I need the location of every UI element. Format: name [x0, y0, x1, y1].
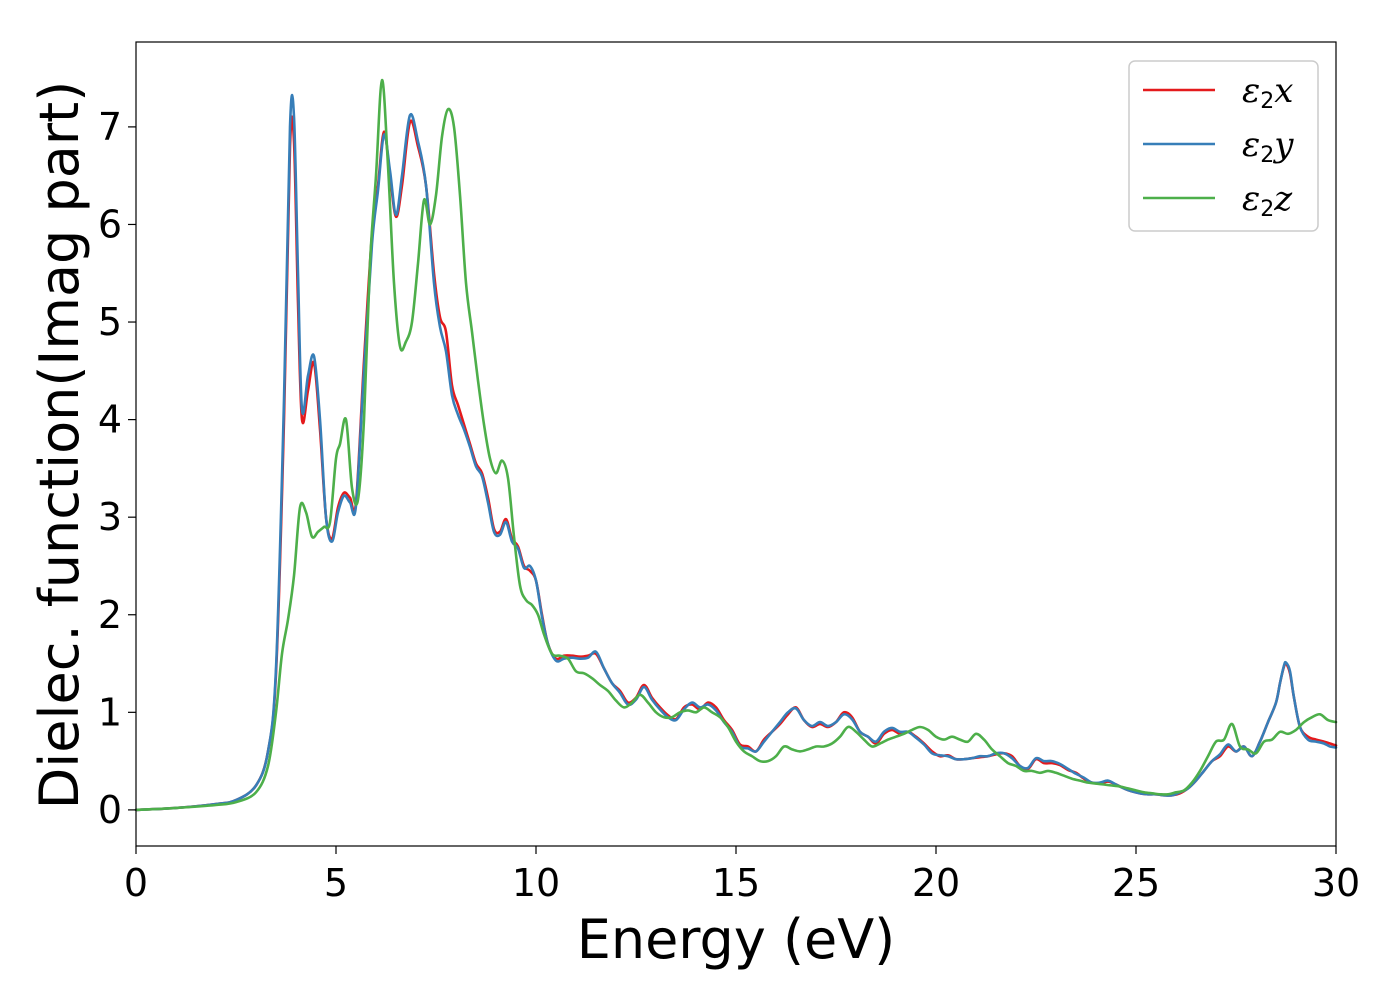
x-tick-label: 30: [1312, 861, 1360, 905]
y-tick-label: 2: [98, 593, 122, 637]
x-tick-label: 0: [124, 861, 148, 905]
x-axis-ticks: 0 5 10 15 20 25 30: [124, 846, 1360, 905]
y-tick-label: 5: [98, 300, 122, 344]
y-tick-label: 7: [98, 105, 122, 149]
legend-label-y: ε2y: [1242, 125, 1294, 168]
y-tick-label: 4: [98, 398, 122, 442]
series-line-z: [134, 78, 1338, 812]
legend: ε2x ε2y ε2z: [1128, 60, 1319, 232]
x-tick-label: 10: [512, 861, 560, 905]
y-tick-label: 6: [98, 202, 122, 246]
x-axis-label: Energy (eV): [577, 908, 896, 971]
y-tick-label: 0: [98, 788, 122, 832]
y-axis-label: Dielec. function(Imag part): [28, 81, 91, 810]
legend-box: [1128, 60, 1319, 232]
x-tick-label: 5: [324, 861, 348, 905]
series-layer: [134, 78, 1338, 812]
x-tick-label: 15: [712, 861, 760, 905]
y-tick-label: 3: [98, 495, 122, 539]
y-tick-label: 1: [98, 690, 122, 734]
legend-label-x: ε2x: [1242, 71, 1293, 114]
y-axis-ticks: 0 1 2 3 4 5 6 7: [98, 105, 136, 832]
legend-label-z: ε2z: [1242, 179, 1293, 222]
x-tick-label: 25: [1112, 861, 1160, 905]
x-tick-label: 20: [912, 861, 960, 905]
